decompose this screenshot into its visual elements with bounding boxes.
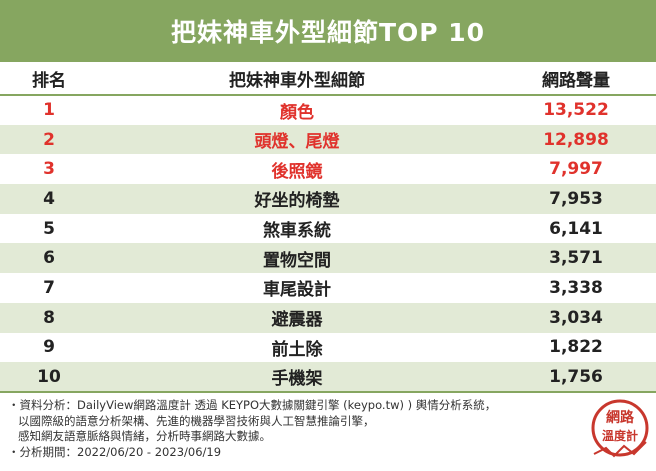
item-cell: 顏色 <box>98 95 496 125</box>
table-row: 5 煞車系統 6,141 <box>0 213 656 244</box>
item-cell: 前土除 <box>98 332 496 363</box>
table-row: 6 置物空間 3,571 <box>0 243 656 274</box>
item-cell: 好坐的椅墊 <box>98 184 496 214</box>
table-row: 1 顏色 13,522 <box>0 95 656 125</box>
rank-cell: 5 <box>0 213 98 244</box>
logo-text-1: 網路 <box>606 409 635 426</box>
table-row: 3 後照鏡 7,997 <box>0 154 656 185</box>
page-title: 把妹神車外型細節TOP 10 <box>170 18 486 47</box>
volume-cell: 7,953 <box>496 184 656 214</box>
item-cell: 避震器 <box>98 302 496 333</box>
header-item: 把妹神車外型細節 <box>98 62 496 96</box>
volume-cell: 1,822 <box>496 332 656 363</box>
rank-cell: 7 <box>0 273 98 303</box>
volume-cell: 6,141 <box>496 213 656 244</box>
rank-cell: 2 <box>0 124 98 155</box>
table-row: 9 前土除 1,822 <box>0 332 656 363</box>
volume-cell: 3,034 <box>496 302 656 333</box>
volume-cell: 3,571 <box>496 243 656 274</box>
item-cell: 煞車系統 <box>98 213 496 244</box>
source-line-2: 以國際級的語意分析架構、先進的機器學習技術與人工智慧推論引擎， <box>18 413 375 428</box>
rank-cell: 3 <box>0 154 98 185</box>
table-row: 10 手機架 1,756 <box>0 362 656 393</box>
source-note: ・資料分析：DailyView網路溫度計 透過 KEYPO大數據關鍵引擎 (ke… <box>8 398 568 460</box>
table-header-row: 排名 把妹神車外型細節 網路聲量 <box>0 62 656 96</box>
ranking-table: 排名 把妹神車外型細節 網路聲量 1 顏色 13,522 2 頭燈、尾燈 12,… <box>0 62 656 393</box>
volume-cell: 1,756 <box>496 362 656 393</box>
rank-cell: 6 <box>0 243 98 274</box>
rank-cell: 10 <box>0 362 98 393</box>
table-row: 4 好坐的椅墊 7,953 <box>0 184 656 214</box>
item-cell: 車尾設計 <box>98 273 496 303</box>
source-line-3: 感知網友語意脈絡與情緒，分析時事網路大數據。 <box>18 429 271 443</box>
volume-cell: 12,898 <box>496 124 656 155</box>
source-line-1: ・資料分析：DailyView網路溫度計 透過 KEYPO大數據關鍵引擎 (ke… <box>8 398 497 412</box>
title-bar: 把妹神車外型細節TOP 10 <box>0 0 656 62</box>
thermometer-logo-icon: 網路 溫度計 <box>591 399 649 458</box>
item-cell: 置物空間 <box>98 243 496 274</box>
header-volume: 網路聲量 <box>496 62 656 96</box>
rank-cell: 9 <box>0 332 98 363</box>
item-cell: 頭燈、尾燈 <box>98 124 496 155</box>
header-rank: 排名 <box>0 62 98 96</box>
table-row: 7 車尾設計 3,338 <box>0 273 656 303</box>
table-row: 8 避震器 3,034 <box>0 302 656 333</box>
volume-cell: 3,338 <box>496 273 656 303</box>
analysis-period: ・分析期間：2022/06/20 - 2023/06/19 <box>8 444 222 459</box>
logo-text-2: 溫度計 <box>602 428 638 443</box>
item-cell: 後照鏡 <box>98 154 496 185</box>
rank-cell: 8 <box>0 302 98 333</box>
volume-cell: 7,997 <box>496 154 656 185</box>
item-cell: 手機架 <box>98 362 496 393</box>
table-row: 2 頭燈、尾燈 12,898 <box>0 124 656 155</box>
rank-cell: 4 <box>0 184 98 214</box>
rank-cell: 1 <box>0 95 98 125</box>
dailyview-logo: 網路 溫度計 <box>590 398 650 464</box>
volume-cell: 13,522 <box>496 95 656 125</box>
